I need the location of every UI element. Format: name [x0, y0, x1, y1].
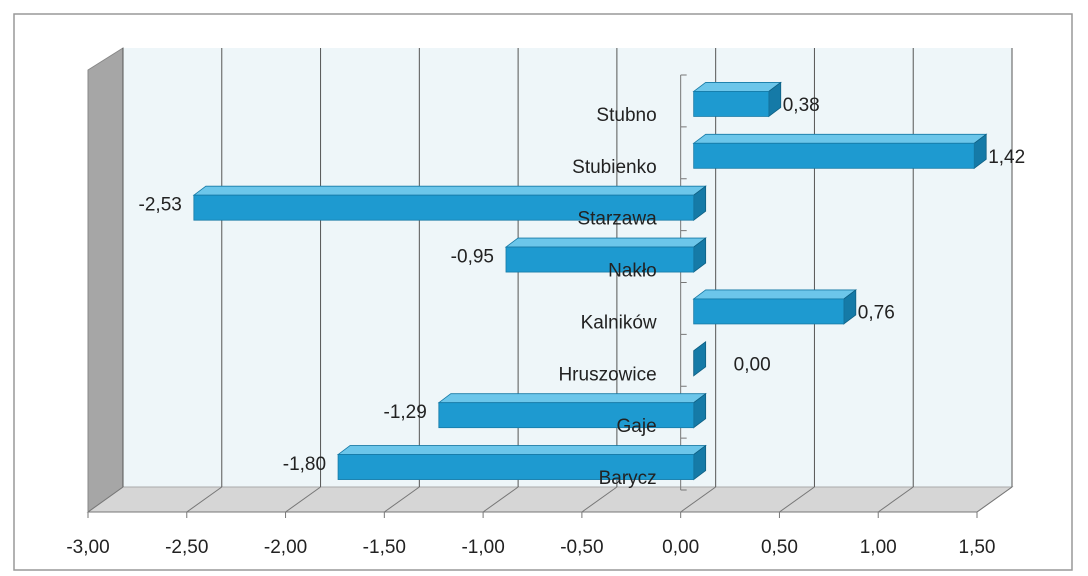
- bar-top: [692, 289, 858, 300]
- bar-top: [336, 445, 707, 455]
- value-label: 0,38: [783, 95, 820, 116]
- bar-top: [192, 185, 707, 196]
- x-tick-label: 0,00: [662, 537, 699, 558]
- x-tick-label: -1,50: [363, 537, 406, 558]
- floor-grid-line: [285, 486, 321, 513]
- value-label: 0,76: [858, 302, 895, 323]
- bar-top: [437, 393, 707, 404]
- category-label: Nakło: [608, 261, 657, 282]
- bar: [504, 237, 707, 273]
- floor-grid-line: [482, 486, 519, 513]
- x-tick-label: -0,50: [560, 537, 603, 558]
- floor: [86, 486, 1014, 513]
- category-label: Stubno: [596, 105, 656, 126]
- category-label: Stubienko: [572, 157, 657, 178]
- value-label: -1,29: [384, 402, 427, 423]
- value-label: 0,00: [734, 354, 771, 375]
- x-tick-label: 1,00: [860, 537, 897, 558]
- bar: [336, 444, 707, 481]
- bar: [692, 289, 858, 325]
- x-tick-label: -3,00: [66, 537, 109, 558]
- bar-front: [693, 298, 845, 325]
- floor-grid-line: [779, 486, 815, 513]
- category-label: Starzawa: [577, 209, 657, 230]
- floor-grid-line: [877, 486, 914, 513]
- value-label: 1,42: [988, 147, 1025, 168]
- x-tick-label: 1,50: [959, 537, 996, 558]
- floor-grid-line: [581, 486, 618, 513]
- floor-grid-line: [680, 486, 716, 513]
- bar-end: [693, 341, 707, 377]
- bar: [692, 81, 782, 118]
- bar: [692, 133, 988, 170]
- bar-front: [193, 194, 695, 221]
- bar-front: [337, 454, 695, 480]
- value-label: -1,80: [283, 454, 326, 475]
- x-tick-label: -2,50: [165, 537, 208, 558]
- category-label: Gaje: [617, 416, 657, 437]
- bar: [192, 185, 707, 221]
- bar-top: [692, 82, 782, 92]
- x-tick-label: -2,00: [264, 537, 307, 558]
- floor-grid-line: [976, 486, 1013, 513]
- category-label: Hruszowice: [558, 364, 656, 385]
- x-tick-label: -1,00: [461, 537, 504, 558]
- bar-front: [438, 402, 695, 429]
- category-label: Kalników: [581, 312, 657, 333]
- value-label: -0,95: [451, 247, 494, 268]
- bar-front: [505, 246, 695, 273]
- x-tick-label: 0,50: [761, 537, 798, 558]
- value-label: -2,53: [139, 195, 182, 216]
- side-wall: [87, 47, 124, 513]
- category-label: Barycz: [599, 468, 657, 489]
- bar-front: [693, 91, 770, 117]
- bar-top: [692, 133, 988, 144]
- bar: [693, 341, 707, 377]
- bar: [437, 392, 707, 429]
- bar-top: [504, 237, 707, 248]
- floor-grid-line: [186, 486, 223, 513]
- floor-grid-line: [384, 486, 420, 513]
- bar-front: [693, 142, 975, 169]
- floor-grid-line: [87, 486, 124, 513]
